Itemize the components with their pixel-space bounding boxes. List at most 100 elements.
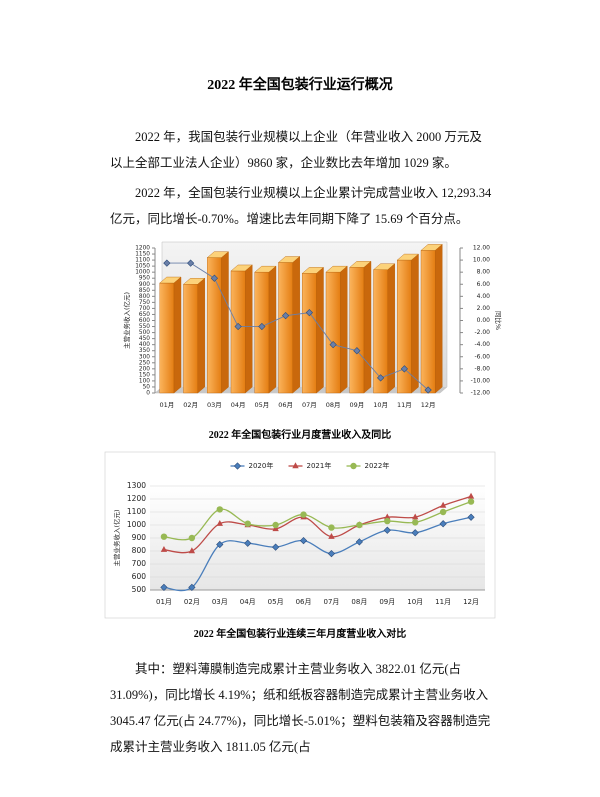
legend-label: 2021年 — [307, 461, 332, 470]
bar — [182, 277, 206, 394]
x-tick-label: 11月 — [397, 401, 412, 409]
point — [439, 501, 447, 508]
y-tick-label: 600 — [139, 318, 150, 324]
y-tick-label: 700 — [132, 559, 147, 568]
y-tick-label: 500 — [139, 330, 150, 336]
y-tick-label: 150 — [139, 372, 150, 378]
y-tick-label: 800 — [132, 546, 147, 555]
y-tick-label: 550 — [139, 324, 150, 330]
bar-face — [254, 271, 270, 394]
bar — [230, 264, 253, 394]
y2-tick-label: 10.00 — [473, 257, 490, 264]
x-tick-label: 08月 — [326, 401, 341, 409]
x-tick-label: 01月 — [156, 598, 172, 606]
bar — [420, 243, 443, 394]
point — [412, 513, 419, 520]
y-tick-label: 1100 — [127, 507, 146, 516]
y-tick-label: 1200 — [135, 246, 150, 252]
bar-side — [197, 277, 205, 394]
y-tick-label: 350 — [139, 348, 150, 354]
point — [216, 540, 224, 549]
point — [292, 462, 299, 469]
x-tick-label: 06月 — [296, 598, 312, 606]
x-tick-label: 01月 — [159, 401, 174, 409]
y2-tick-label: -8.00 — [474, 365, 490, 372]
y2-tick-label: -12.00 — [471, 390, 491, 397]
bar — [277, 256, 301, 394]
y-tick-label: 400 — [139, 342, 150, 348]
point — [327, 549, 336, 558]
chart-caption: 2022 年全国包装行业连续三年月度营业收入对比 — [193, 629, 407, 640]
y-tick-label: 750 — [139, 300, 150, 306]
point — [400, 365, 408, 373]
point — [244, 539, 252, 547]
y-tick-label: 950 — [139, 276, 150, 282]
y2-tick-label: -6.00 — [474, 353, 490, 360]
bar-face — [420, 250, 436, 394]
point — [439, 520, 447, 528]
x-tick-label: 05月 — [268, 598, 284, 606]
point — [163, 259, 171, 267]
point — [234, 322, 242, 331]
y2-tick-label: -4.00 — [474, 341, 490, 348]
point — [282, 312, 290, 320]
y2-axis-label: 同比% — [494, 311, 503, 330]
x-tick-label: 05月 — [254, 401, 269, 409]
point — [328, 533, 335, 539]
point — [272, 521, 279, 529]
y-tick-label: 900 — [132, 533, 147, 542]
x-tick-label: 06月 — [278, 401, 293, 409]
legend-label: 2022年 — [365, 461, 390, 470]
point — [188, 534, 196, 542]
y-tick-label: 100 — [139, 378, 150, 384]
bar-face — [230, 270, 246, 394]
point — [355, 538, 363, 546]
bar-side — [292, 256, 300, 394]
y-tick-label: 1200 — [127, 494, 146, 503]
point — [328, 524, 335, 531]
point — [424, 386, 432, 394]
point — [356, 521, 363, 529]
bar-side — [340, 265, 348, 394]
x-tick-label: 04月 — [231, 401, 246, 409]
bar-face — [278, 262, 293, 394]
chart-caption: 2022 年全国包装行业月度营业收入及同比 — [208, 430, 392, 441]
bar — [349, 260, 372, 394]
point — [439, 508, 447, 516]
point — [216, 520, 223, 526]
bar-face — [183, 284, 198, 394]
point — [467, 513, 475, 521]
y-tick-label: 850 — [139, 288, 150, 294]
point — [160, 546, 168, 552]
x-tick-label: 12月 — [421, 401, 436, 409]
x-tick-label: 02月 — [183, 401, 198, 409]
x-tick-label: 12月 — [463, 598, 479, 606]
y2-tick-label: 6.00 — [477, 281, 491, 288]
point — [350, 462, 357, 470]
y-tick-label: 1050 — [135, 264, 150, 270]
bar — [206, 251, 230, 394]
point — [377, 374, 385, 382]
bar-side — [387, 263, 395, 394]
point — [467, 498, 475, 505]
point — [188, 583, 196, 592]
y-tick-label: 300 — [139, 354, 150, 360]
point — [305, 309, 313, 317]
point — [467, 492, 475, 499]
y-tick-label: 700 — [139, 306, 150, 312]
y-tick-label: 50 — [143, 384, 151, 390]
y-tick-label: 200 — [139, 366, 150, 372]
y-axis-label: 主营业务收入(亿元) — [112, 509, 121, 566]
point — [187, 259, 195, 267]
x-tick-label: 03月 — [212, 598, 228, 606]
point — [210, 274, 218, 282]
y-tick-label: 1000 — [135, 270, 150, 276]
bar — [159, 276, 182, 394]
y-tick-label: 1150 — [135, 252, 150, 258]
x-tick-label: 11月 — [435, 598, 451, 606]
y-tick-label: 500 — [132, 585, 147, 594]
y2-tick-label: -10.00 — [471, 377, 491, 384]
bar-side — [435, 243, 443, 394]
bar — [254, 265, 277, 394]
